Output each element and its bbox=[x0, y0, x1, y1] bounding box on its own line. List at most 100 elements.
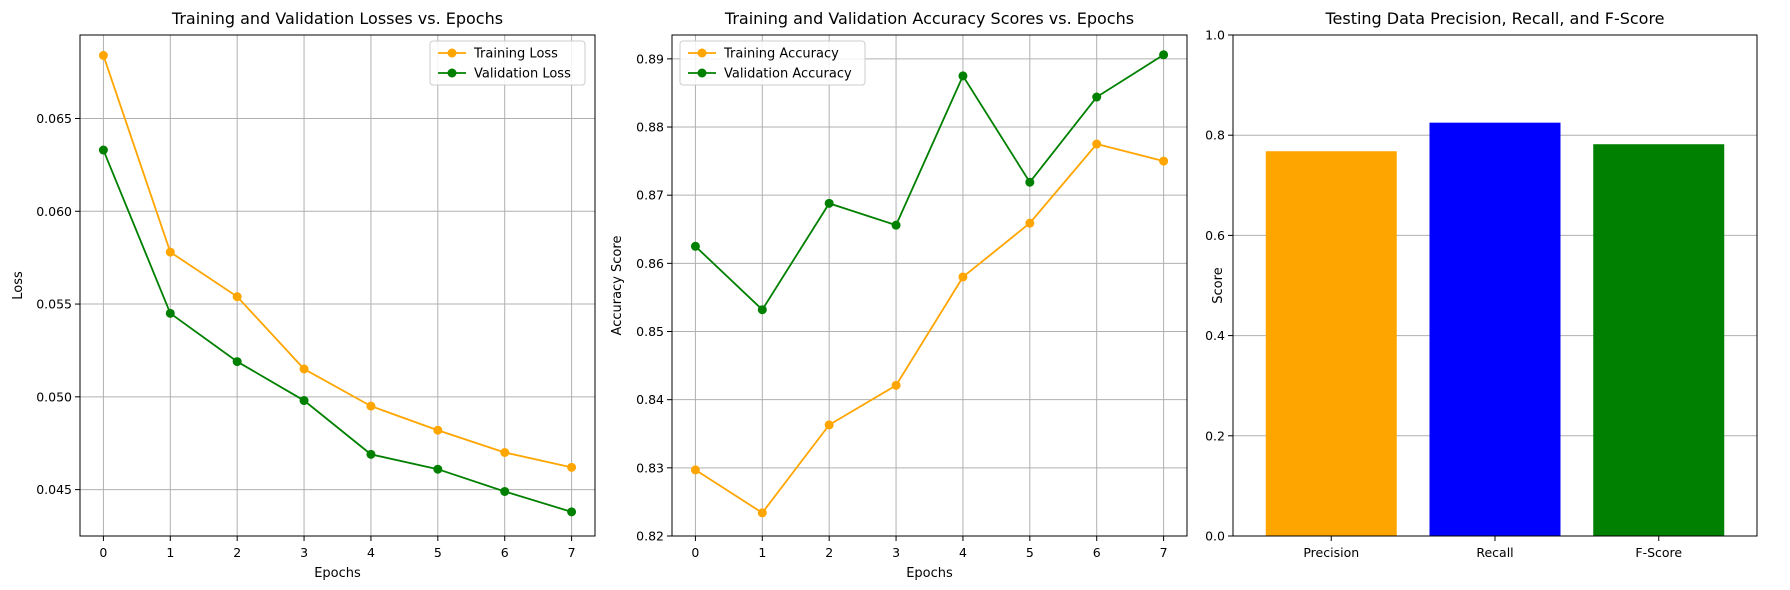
data-point bbox=[1025, 218, 1035, 228]
chart-title: Training and Validation Accuracy Scores … bbox=[724, 9, 1134, 28]
series-line-2 bbox=[694, 54, 1165, 312]
bar-recall bbox=[1429, 122, 1561, 537]
data-point bbox=[958, 272, 968, 282]
y-tick-label: 0.060 bbox=[36, 204, 72, 219]
series-line-1 bbox=[694, 143, 1164, 515]
chart-title: Testing Data Precision, Recall, and F-Sc… bbox=[1324, 9, 1664, 28]
y-tick-label: 0.88 bbox=[636, 120, 664, 135]
data-point bbox=[757, 508, 767, 518]
x-tick-label: 3 bbox=[300, 545, 308, 560]
legend: Training Loss Validation Loss bbox=[429, 40, 586, 86]
legend-label: Validation Accuracy bbox=[724, 67, 852, 82]
chart-2: Training and Validation Accuracy Scores … bbox=[610, 9, 1188, 581]
y-tick-label: 0.87 bbox=[636, 188, 664, 203]
data-point bbox=[433, 464, 443, 474]
data-point bbox=[366, 401, 376, 411]
y-tick-label: 0.065 bbox=[36, 111, 72, 126]
y-tick-label: 0.045 bbox=[36, 482, 72, 497]
x-tick-label: 6 bbox=[1093, 545, 1101, 560]
legend: Training Accuracy Validation Accuracy bbox=[679, 40, 866, 86]
data-point bbox=[299, 364, 309, 374]
y-tick-label: 1.0 bbox=[1205, 28, 1225, 43]
y-tick-label: 0.82 bbox=[636, 529, 664, 544]
data-point bbox=[567, 507, 577, 517]
x-tick-label: 0 bbox=[691, 545, 699, 560]
y-tick-label: 0.85 bbox=[636, 324, 664, 339]
x-tick-label: 2 bbox=[825, 545, 833, 560]
data-point bbox=[824, 198, 834, 208]
legend-label: Validation Loss bbox=[474, 67, 571, 82]
data-point bbox=[824, 420, 834, 430]
bar-precision bbox=[1265, 151, 1397, 536]
data-point bbox=[1025, 177, 1035, 187]
y-tick-label: 0.89 bbox=[636, 51, 664, 66]
y-tick-label: 0.4 bbox=[1205, 328, 1225, 343]
data-point bbox=[366, 449, 376, 459]
y-tick-label: 0.0 bbox=[1205, 529, 1225, 544]
y-axis-label: Score bbox=[1211, 267, 1226, 303]
series-line-2 bbox=[102, 149, 572, 513]
x-tick-label: F-Score bbox=[1635, 545, 1682, 560]
y-tick-label: 0.050 bbox=[36, 389, 72, 404]
legend-box bbox=[429, 40, 586, 86]
data-point bbox=[98, 50, 108, 60]
data-point bbox=[165, 247, 175, 257]
data-point bbox=[500, 448, 510, 457]
x-tick-label: 5 bbox=[434, 545, 442, 560]
data-point bbox=[958, 71, 968, 81]
chart-title: Training and Validation Losses vs. Epoch… bbox=[171, 9, 503, 28]
data-point bbox=[299, 396, 309, 406]
legend-label: Training Loss bbox=[473, 47, 558, 62]
data-point bbox=[757, 305, 767, 315]
chart-1: Training and Validation Losses vs. Epoch… bbox=[11, 9, 596, 581]
data-point bbox=[690, 241, 700, 251]
data-point bbox=[98, 145, 108, 155]
x-tick-label: 1 bbox=[758, 545, 766, 560]
y-axis-label: Loss bbox=[11, 271, 26, 300]
x-tick-label: 3 bbox=[892, 545, 900, 560]
x-tick-label: 4 bbox=[367, 545, 375, 560]
x-tick-label: 7 bbox=[1160, 545, 1168, 560]
y-tick-label: 0.86 bbox=[636, 256, 664, 271]
y-tick-label: 0.83 bbox=[636, 460, 664, 475]
x-tick-label: Precision bbox=[1303, 545, 1359, 560]
data-point bbox=[1092, 92, 1102, 102]
x-tick-label: 4 bbox=[959, 545, 967, 560]
legend-box bbox=[679, 40, 866, 86]
data-point bbox=[690, 465, 700, 475]
bar-fscore bbox=[1593, 144, 1725, 536]
legend-label: Training Accuracy bbox=[723, 47, 839, 62]
data-point bbox=[891, 220, 901, 230]
chart-3: Testing Data Precision, Recall, and F-Sc… bbox=[1205, 9, 1758, 560]
x-axis-label: Epochs bbox=[906, 566, 953, 581]
plot-frame bbox=[671, 34, 1188, 537]
legend-swatch-marker bbox=[697, 68, 707, 78]
data-point bbox=[567, 462, 577, 472]
legend-swatch-marker bbox=[447, 68, 457, 78]
x-tick-label: 5 bbox=[1026, 545, 1034, 560]
x-tick-label: Recall bbox=[1476, 545, 1513, 560]
y-tick-label: 0.84 bbox=[636, 392, 664, 407]
data-point bbox=[165, 308, 175, 318]
y-tick-label: 0.8 bbox=[1205, 128, 1225, 143]
data-point bbox=[232, 292, 242, 302]
y-tick-label: 0.6 bbox=[1205, 228, 1225, 243]
data-point bbox=[433, 425, 443, 435]
x-tick-label: 0 bbox=[99, 545, 107, 560]
y-tick-label: 0.2 bbox=[1205, 428, 1225, 443]
y-tick-label: 0.055 bbox=[36, 297, 72, 312]
y-axis-label: Accuracy Score bbox=[610, 236, 625, 336]
plot-frame bbox=[1232, 34, 1758, 537]
x-tick-label: 1 bbox=[166, 545, 174, 560]
data-point bbox=[1159, 156, 1169, 166]
x-tick-label: 2 bbox=[233, 545, 241, 560]
legend-swatch-marker bbox=[697, 48, 707, 58]
data-point bbox=[1092, 139, 1102, 149]
data-point bbox=[1159, 50, 1169, 60]
x-axis-label: Epochs bbox=[314, 566, 361, 581]
legend-swatch-marker bbox=[447, 48, 457, 58]
data-point bbox=[232, 357, 242, 367]
x-tick-label: 7 bbox=[568, 545, 576, 560]
data-point bbox=[891, 380, 901, 390]
